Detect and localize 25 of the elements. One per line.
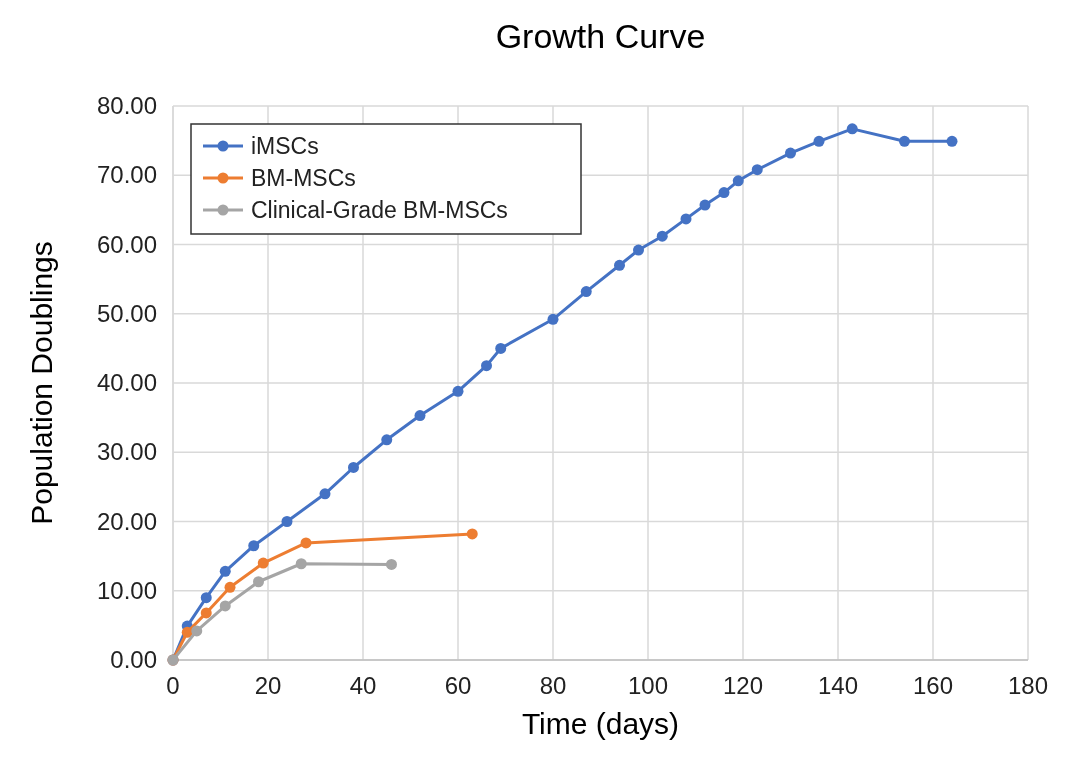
y-tick-label: 60.00: [96, 230, 157, 258]
y-tick-label: 40.00: [96, 369, 157, 396]
x-tick-label: 40: [349, 672, 377, 699]
legend-label: BM-MSCs: [251, 165, 356, 191]
y-tick-label: 0.00: [110, 646, 157, 673]
x-tick-label: 0: [166, 672, 180, 699]
y-tick-label: 80.00: [96, 92, 157, 119]
x-tick-label: 160: [912, 672, 954, 699]
legend-label: Clinical-Grade BM-MSCs: [251, 197, 508, 223]
y-tick-label: 10.00: [96, 576, 157, 604]
y-tick-label: 20.00: [96, 507, 157, 535]
y-tick-label: 30.00: [96, 438, 157, 466]
x-tick-label: 80: [539, 672, 567, 699]
legend-label: iMSCs: [251, 133, 319, 159]
x-tick-label: 60: [444, 672, 472, 699]
x-tick-label: 20: [254, 672, 282, 699]
x-tick-label: 180: [1007, 672, 1049, 699]
x-axis-title: Time (days): [521, 707, 680, 740]
chart-title: Growth Curve: [495, 17, 706, 55]
y-tick-label: 70.00: [96, 161, 157, 189]
y-axis-title: Population Doublings: [25, 241, 58, 525]
x-tick-label: 100: [627, 672, 669, 699]
x-tick-label: 140: [817, 672, 859, 699]
x-tick-label: 120: [722, 672, 764, 699]
y-tick-label: 50.00: [96, 299, 157, 327]
